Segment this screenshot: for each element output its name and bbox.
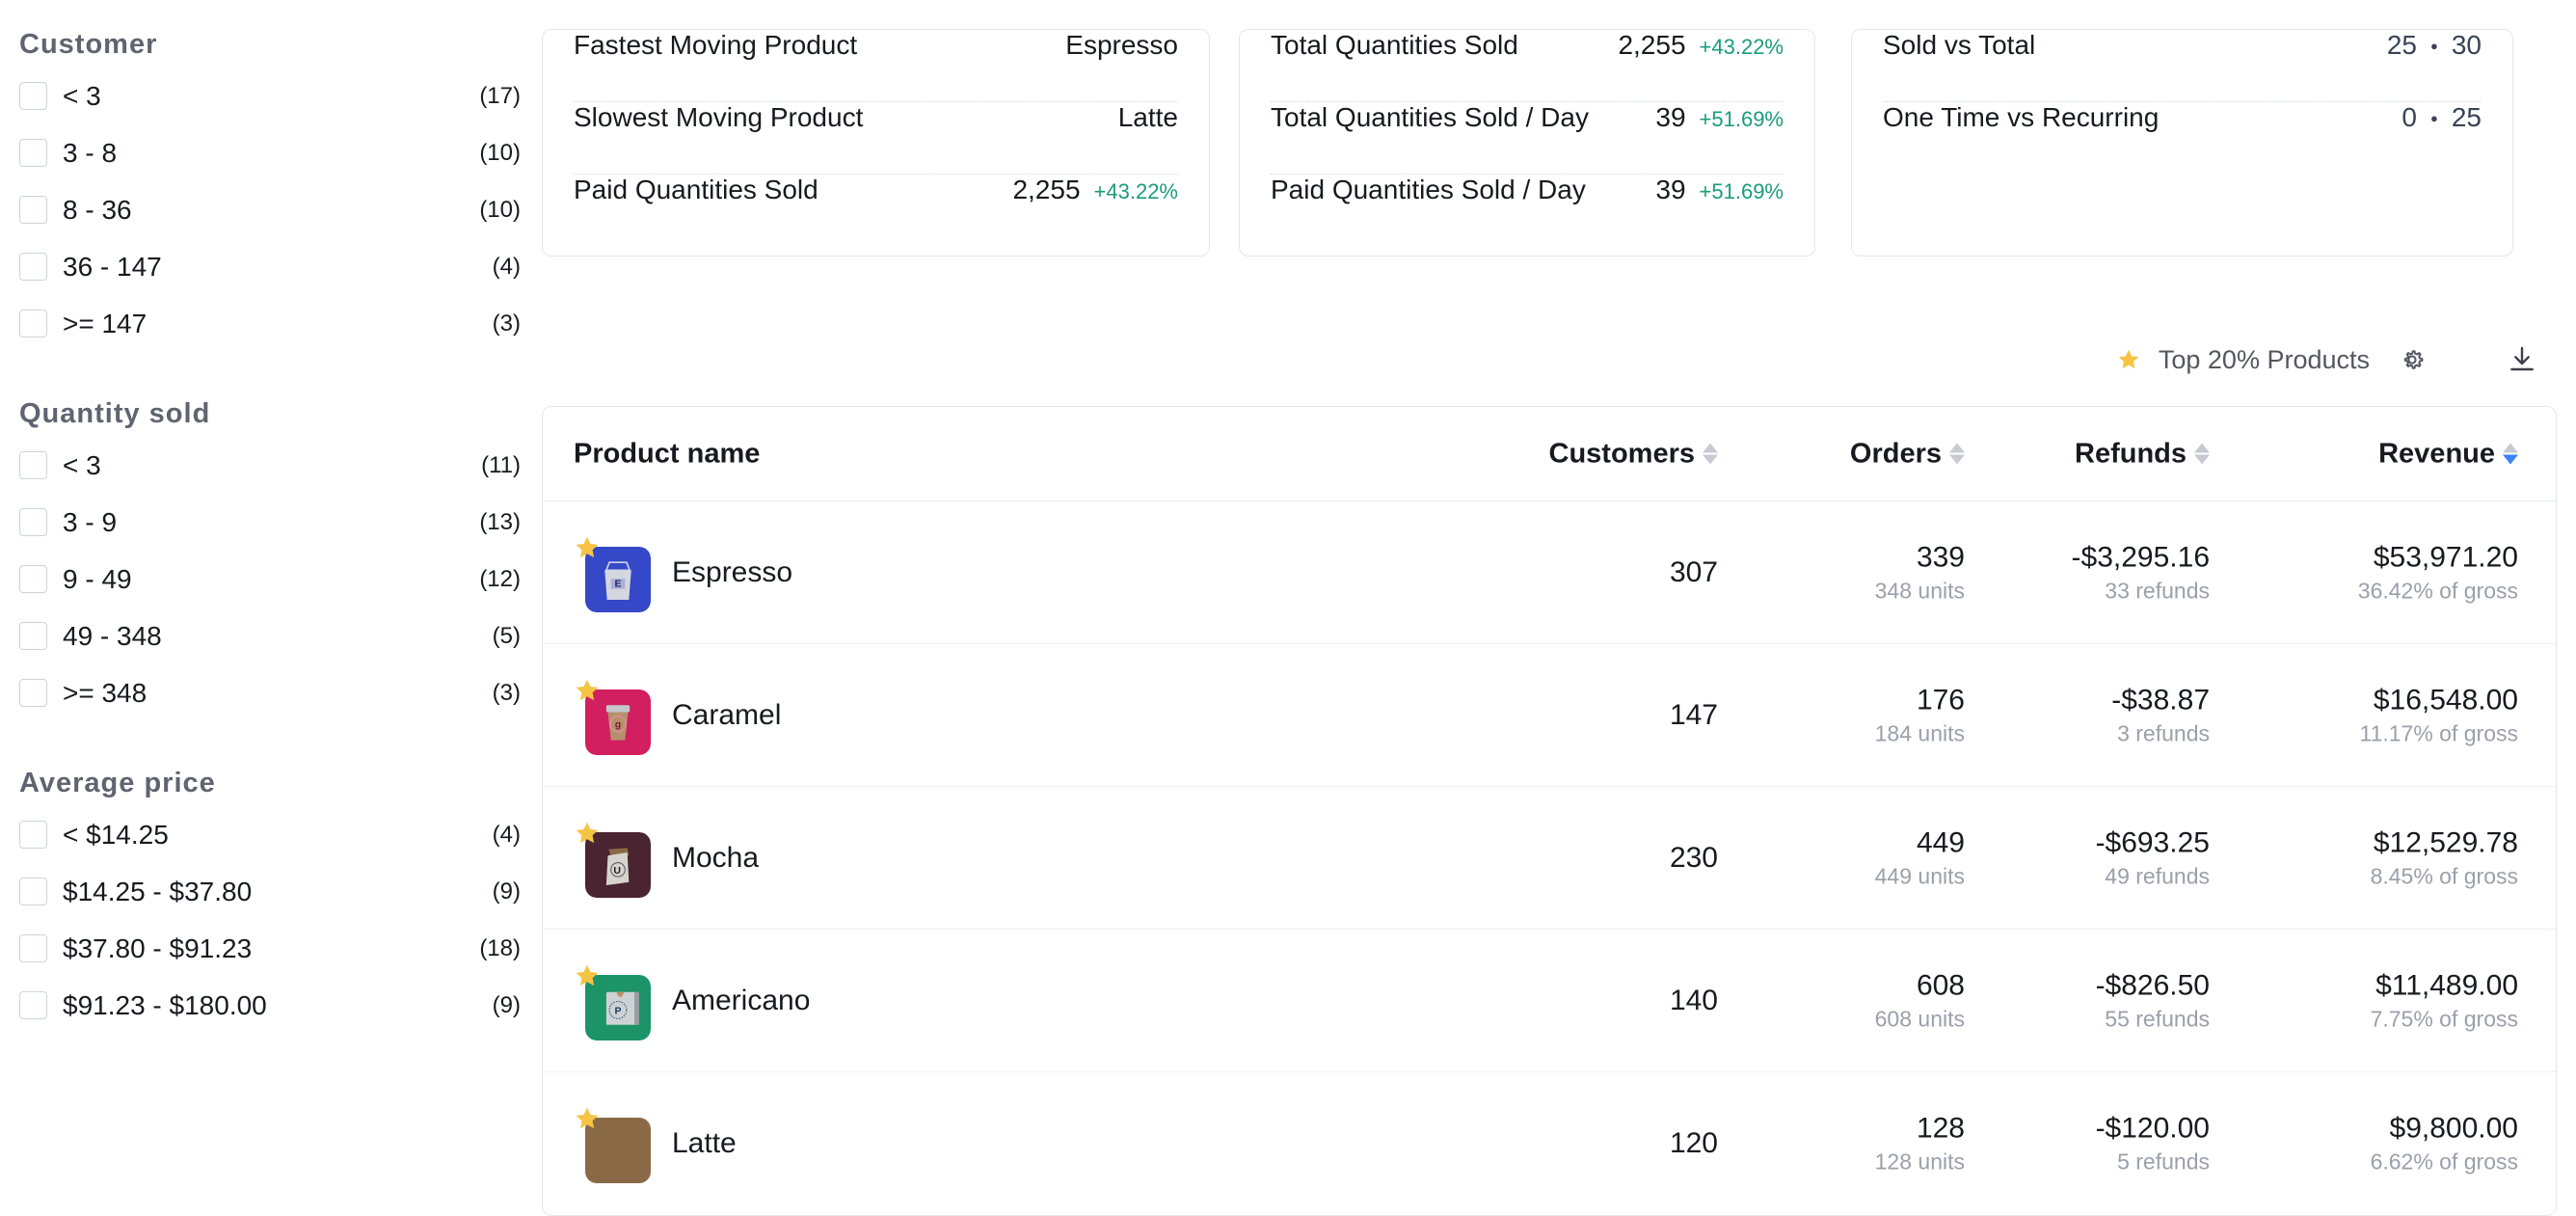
svg-text:g: g bbox=[615, 718, 621, 730]
svg-text:U: U bbox=[613, 864, 621, 876]
svg-text:E: E bbox=[614, 578, 621, 589]
svg-text:P: P bbox=[614, 1005, 621, 1016]
